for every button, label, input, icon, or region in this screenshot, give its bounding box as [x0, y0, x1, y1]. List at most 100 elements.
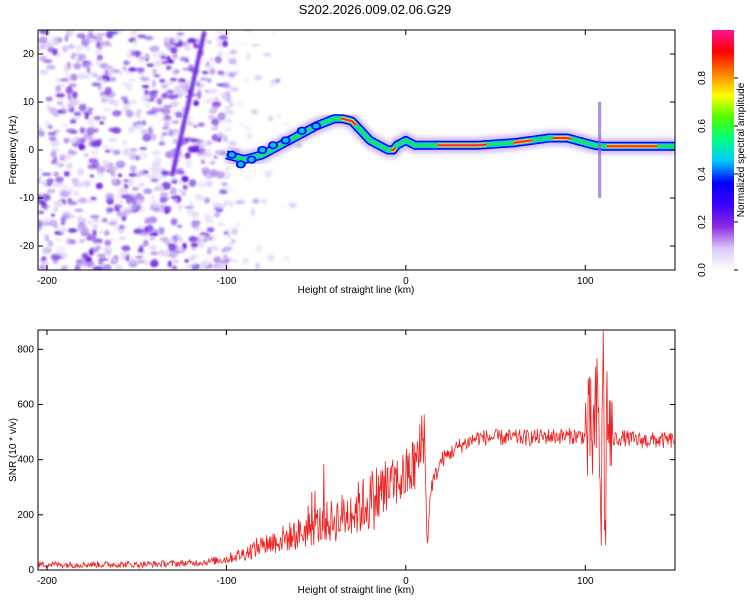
- noise-speckle: [260, 198, 267, 204]
- noise-speckle: [70, 52, 76, 60]
- noise-speckle: [233, 259, 238, 263]
- noise-speckle: [228, 140, 237, 146]
- noise-speckle: [63, 170, 70, 177]
- noise-speckle: [158, 226, 165, 235]
- y-tick-label: -10: [20, 193, 35, 204]
- snr-series: [38, 330, 675, 570]
- noise-speckle: [204, 89, 211, 94]
- noise-speckle: [102, 264, 112, 270]
- noise-speckle: [67, 197, 73, 203]
- noise-speckle: [88, 71, 98, 76]
- ridge-blob-core: [228, 152, 235, 158]
- ridge-blob-core: [270, 142, 277, 148]
- noise-speckle: [66, 101, 73, 110]
- noise-speckle: [50, 159, 58, 165]
- noise-speckle: [140, 196, 145, 200]
- noise-speckle: [118, 199, 124, 203]
- noise-speckle: [172, 197, 178, 204]
- noise-speckle: [72, 91, 78, 99]
- y-tick-label: 600: [17, 399, 34, 410]
- noise-speckle: [87, 30, 94, 34]
- noise-speckle: [144, 89, 149, 95]
- noise-speckle: [192, 144, 199, 153]
- noise-speckle: [227, 72, 237, 78]
- noise-speckle: [125, 196, 131, 204]
- noise-speckle: [92, 224, 99, 229]
- noise-speckle: [95, 182, 103, 190]
- noise-speckle: [112, 100, 119, 107]
- noise-speckle: [129, 209, 139, 213]
- noise-speckle: [275, 78, 281, 83]
- noise-speckle: [126, 112, 134, 118]
- noise-speckle: [42, 193, 51, 201]
- noise-speckle: [87, 137, 97, 142]
- noise-speckle: [165, 80, 174, 85]
- noise-speckle: [123, 99, 130, 105]
- ridge-blob-core: [298, 128, 305, 134]
- noise-speckle: [255, 245, 263, 252]
- noise-speckle: [197, 122, 205, 127]
- noise-speckle: [166, 206, 172, 211]
- noise-speckle: [193, 140, 203, 146]
- noise-speckle: [143, 35, 154, 41]
- noise-speckle: [218, 131, 223, 135]
- noise-speckle: [161, 93, 168, 99]
- noise-speckle: [175, 236, 184, 243]
- noise-speckle: [277, 205, 287, 209]
- noise-speckle: [45, 41, 53, 48]
- noise-speckle: [41, 172, 52, 176]
- noise-speckle: [77, 197, 88, 204]
- noise-speckle: [207, 115, 215, 120]
- noise-speckle: [250, 109, 259, 115]
- noise-speckle: [216, 41, 224, 48]
- noise-speckle: [245, 173, 255, 182]
- noise-speckle: [131, 39, 139, 47]
- noise-speckle: [159, 236, 169, 242]
- noise-speckle: [68, 30, 75, 36]
- noise-speckle: [48, 107, 58, 115]
- noise-speckle: [288, 202, 298, 209]
- noise-speckle: [78, 137, 86, 144]
- spectrogram-ylabel: Frequency (Hz): [8, 116, 19, 185]
- noise-speckle: [91, 149, 98, 157]
- noise-speckle: [221, 248, 227, 253]
- noise-speckle: [100, 97, 108, 104]
- noise-speckle: [53, 200, 64, 208]
- noise-speckle: [245, 30, 252, 33]
- noise-speckle: [181, 79, 186, 83]
- noise-speckle: [127, 178, 134, 186]
- noise-speckle: [58, 154, 67, 158]
- noise-speckle: [219, 91, 227, 98]
- noise-speckle: [244, 125, 253, 131]
- noise-streak: [201, 30, 207, 37]
- noise-speckle: [38, 178, 41, 185]
- y-tick-label: 400: [17, 455, 34, 466]
- noise-speckle: [74, 208, 84, 212]
- noise-speckle: [67, 43, 75, 50]
- noise-speckle: [169, 101, 180, 108]
- noise-speckle: [42, 247, 47, 256]
- noise-speckle: [138, 151, 149, 160]
- noise-speckle: [235, 199, 246, 205]
- noise-speckle: [47, 189, 56, 193]
- noise-speckle: [140, 77, 151, 82]
- noise-speckle: [202, 259, 208, 265]
- noise-speckle: [211, 118, 220, 126]
- noise-speckle: [150, 178, 159, 183]
- noise-speckle: [96, 32, 106, 37]
- noise-speckle: [182, 41, 187, 45]
- noise-speckle: [103, 43, 113, 47]
- noise-speckle: [62, 45, 68, 53]
- noise-speckle: [98, 257, 109, 261]
- noise-speckle: [81, 227, 90, 233]
- noise-speckle: [170, 47, 178, 54]
- noise-speckle: [250, 208, 256, 217]
- noise-speckle: [206, 78, 212, 83]
- noise-speckle: [112, 149, 121, 155]
- noise-speckle: [77, 167, 85, 176]
- colorbar-tick-label: 0.4: [697, 167, 708, 181]
- noise-speckle: [217, 70, 225, 75]
- noise-speckle: [103, 230, 110, 236]
- noise-speckle: [116, 191, 123, 200]
- snr-panel: -200 -100 0 100 0 200 400 600 800 Height of str…: [8, 329, 676, 596]
